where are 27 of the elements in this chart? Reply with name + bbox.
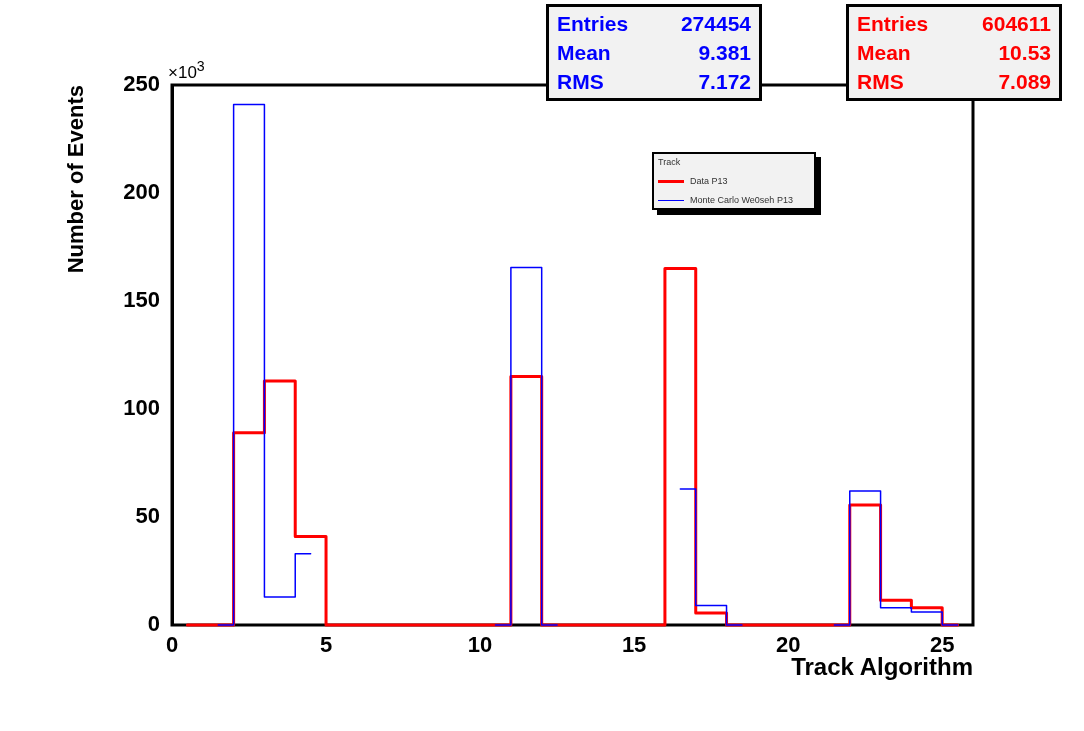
y-tick-label: 0: [147, 611, 160, 637]
text: 10.53: [998, 40, 1051, 66]
annotation: RMS: [857, 69, 904, 95]
x-tick-label: 5: [319, 632, 333, 658]
text: 274454: [680, 11, 751, 37]
text: 7.089: [998, 69, 1051, 95]
x-tick-label: 10: [467, 632, 493, 658]
legend-title: Track: [658, 157, 682, 167]
x-tick-label: 15: [621, 632, 647, 658]
y-tick-label: 50: [135, 503, 160, 529]
x-tick-label: 0: [165, 632, 179, 658]
text: 9.381: [698, 40, 751, 66]
text: 604611: [982, 11, 1051, 37]
text: Entries: [557, 11, 629, 37]
y-tick-label: 150: [123, 287, 160, 313]
annotation: 7.172: [698, 69, 751, 95]
y-tick-label: 100: [123, 395, 160, 421]
y-tick-label: 200: [123, 179, 160, 205]
annotation: RMS: [557, 69, 604, 95]
text: Mean: [557, 40, 611, 66]
y-axis-title: Number of Events: [63, 85, 89, 274]
legend-label: Data P13: [690, 176, 728, 186]
text: ×10$^{3}$: [168, 58, 205, 83]
y-tick-label: 250: [123, 71, 160, 97]
text: Mean: [857, 40, 911, 66]
text: Entries: [857, 11, 929, 37]
legend-label: Monte Carlo We0seh P13: [690, 195, 793, 205]
